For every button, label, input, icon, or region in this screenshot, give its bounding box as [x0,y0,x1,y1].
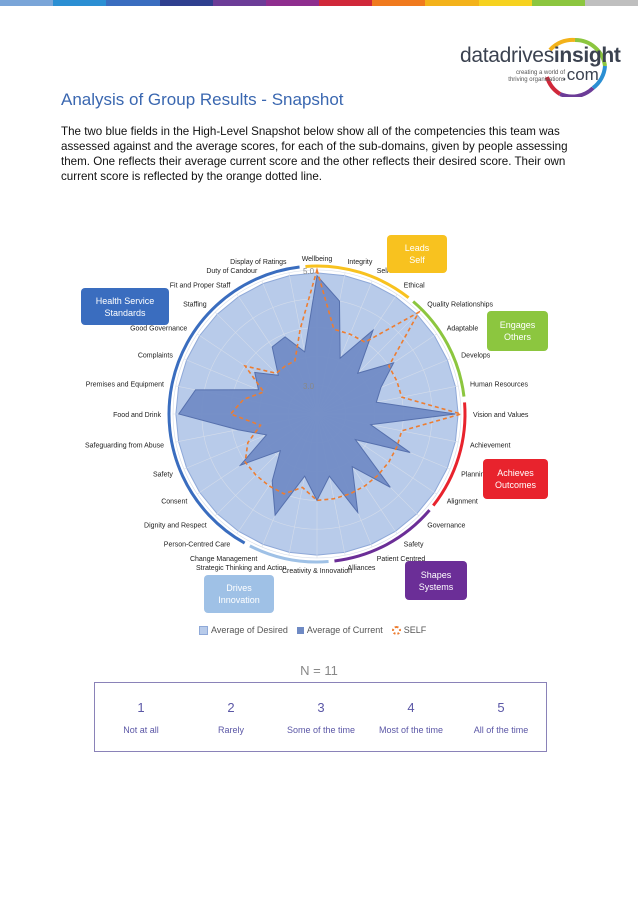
domain-tag-shapes-systems: Shapes Systems [405,561,467,600]
scale-item-3: 3 Some of the time [286,700,356,735]
domain-arc [305,264,410,299]
domain-tag-engages-others: Engages Others [487,311,548,351]
domain-arc [249,544,329,564]
domain-arc [167,265,300,545]
page-title: Analysis of Group Results - Snapshot [61,90,344,109]
category-label: Staffing [183,302,207,309]
category-label: Change Management [190,556,257,563]
category-label: Governance [427,522,465,529]
legend-item-current: Average of Current [296,625,383,635]
top-bar-segment [106,0,160,6]
logo-ring-icon [545,37,607,97]
category-label: Food and Drink [113,412,161,419]
scale-item-2: 2 Rarely [217,700,244,735]
category-label: Fit and Proper Staff [170,282,231,289]
top-bar-segment [319,0,373,6]
category-label: Duty of Candour [206,268,258,275]
category-label: Good Governance [130,325,187,332]
category-label: Achievement [470,442,511,449]
top-bar-segment [425,0,479,6]
scale-item-1: 1 Not at all [123,700,159,735]
top-bar-segment [53,0,107,6]
domain-tag-achieves-outcomes: Achieves Outcomes [483,459,548,499]
top-bar-segment [372,0,426,6]
category-label: Safeguarding from Abuse [85,442,164,449]
domain-arc [334,509,431,563]
category-label: Consent [161,499,187,506]
category-label: Safety [153,472,173,479]
category-label: Premises and Equipment [86,382,164,389]
datadrivesinsight-logo: datadrivesinsight creating a world of thr… [455,22,621,97]
scale-item-4: 4 Most of the time [378,700,444,735]
series-self-line [229,267,464,502]
top-bar-segment [265,0,320,6]
logo-tagline: creating a world of thriving organisation… [508,70,565,83]
category-label: Quality Relationships [427,302,493,309]
top-bar-segment [0,0,54,6]
domain-tag-health-service-standards: Health Service Standards [81,288,169,325]
domain-tag-leads-self: Leads Self [387,235,447,273]
legend-item-self: SELF [391,625,426,636]
top-bar-segment [478,0,532,6]
top-bar-segment [584,0,638,6]
sample-size-label: N = 11 [300,663,338,678]
category-label: Wellbeing [302,256,333,263]
category-label: Alignment [447,499,478,506]
category-label: Integrity [347,259,372,266]
category-label: Develops [461,352,491,359]
top-bar-segment [212,0,266,6]
axis-tick-label: 3.0 [303,382,315,391]
category-label: Display of Ratings [230,259,287,266]
category-label: Planning [461,472,488,479]
category-label: Safety [404,542,424,549]
category-label: Ethical [404,282,425,289]
top-bar-segment [531,0,585,6]
category-label: Dignity and Respect [144,522,207,529]
category-label: Alliances [347,565,376,572]
domain-arc [412,300,466,397]
axis-tick-label: 5.0 [303,267,315,276]
scale-item-5: 5 All of the time [473,700,529,735]
logo-suffix: .com [562,65,599,84]
series-current-area [177,274,456,517]
domain-arc [432,402,467,507]
domain-tag-drives-innovation: Drives Innovation [204,575,274,613]
legend-item-desired: Average of Desired [199,625,288,636]
intro-paragraph: The two blue fields in the High-Level Sn… [61,125,568,183]
category-label: Patient Centred [377,556,426,563]
category-label: Human Resources [470,382,528,389]
category-label: Creativity & Innovation [282,568,352,575]
chart-legend: Average of Desired Average of Current SE… [199,625,426,636]
logo-wordmark: datadrivesinsight [460,44,621,67]
category-label: Vision and Values [473,412,529,419]
top-color-bar [0,0,638,6]
category-label: Person-Centred Care [164,542,231,549]
top-bar-segment [159,0,213,6]
category-label: Adaptable [447,325,479,332]
category-label: Complaints [138,352,174,359]
category-label: Strategic Thinking and Action [196,565,287,572]
